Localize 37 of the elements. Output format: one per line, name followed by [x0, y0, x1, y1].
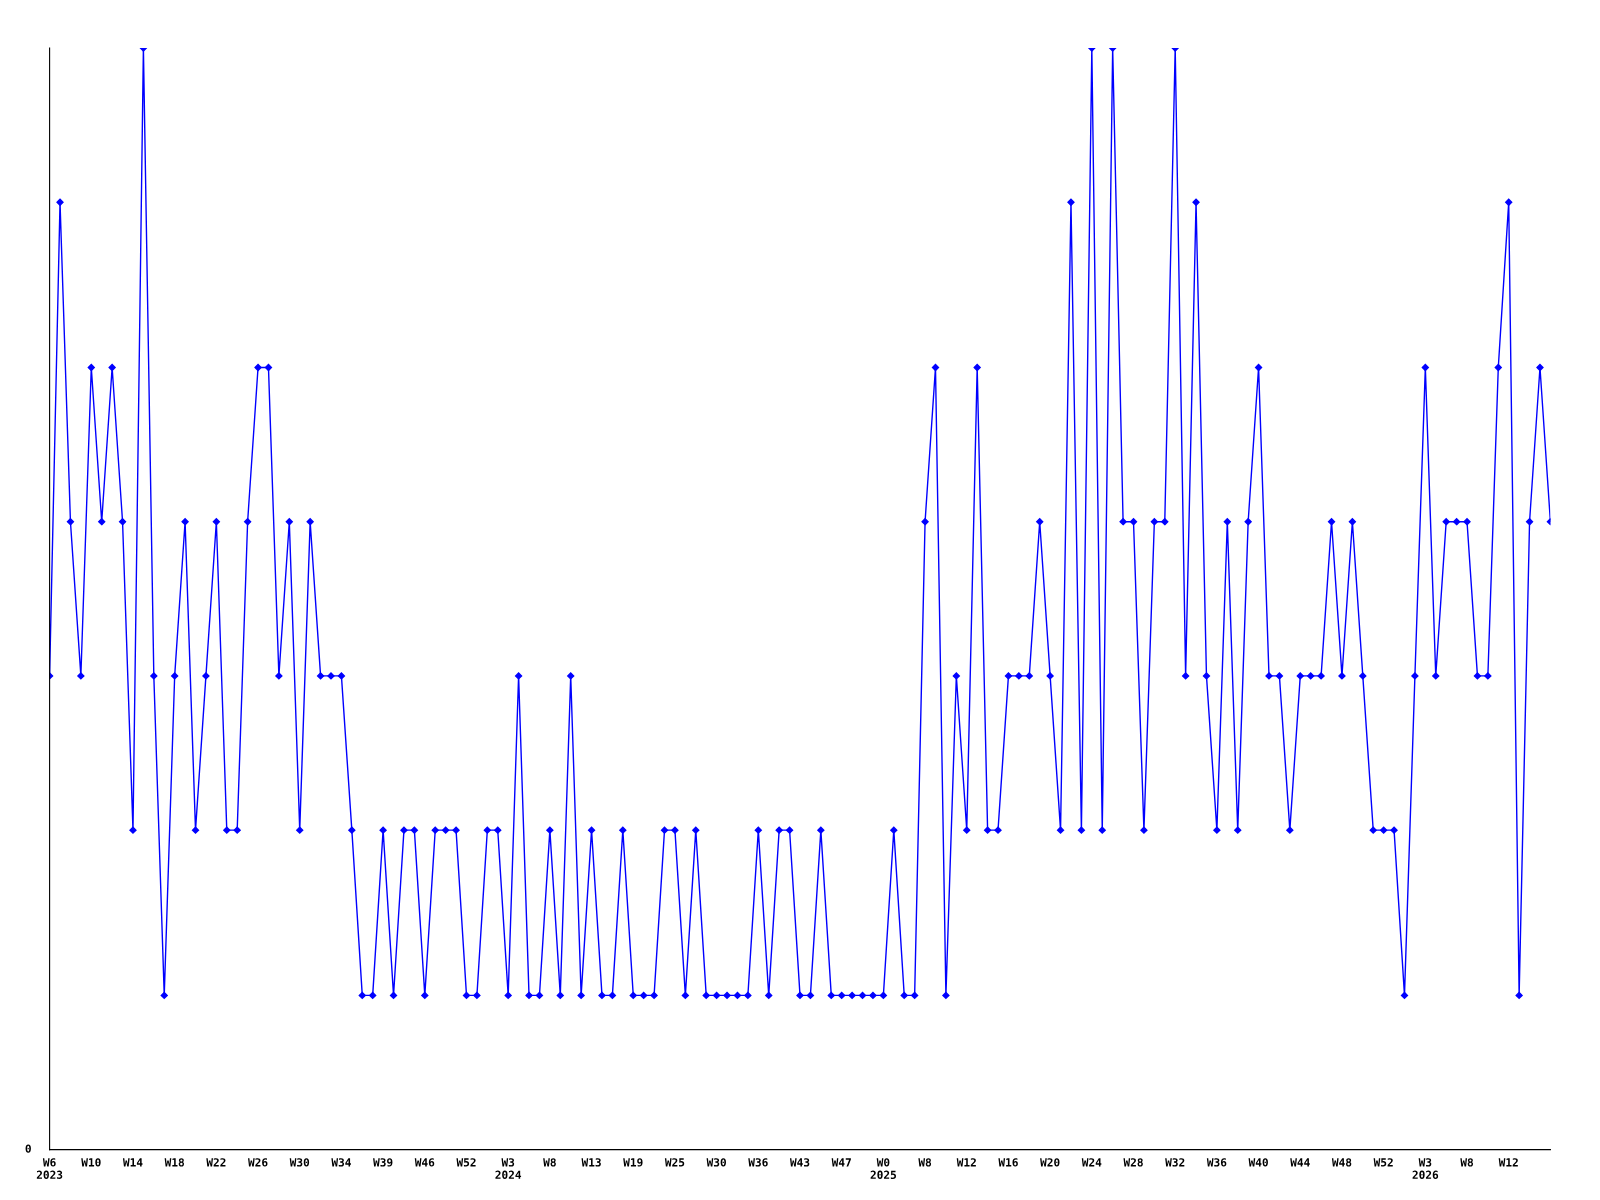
x-tick-label: W28: [1123, 1158, 1143, 1167]
x-tick-label: W48: [1331, 1158, 1352, 1167]
x-tick-label: W36: [1206, 1158, 1227, 1167]
x-tick-label: W39: [373, 1158, 393, 1167]
x-tick-label: W6 2023: [36, 1158, 63, 1179]
x-tick-label: W43: [789, 1158, 810, 1167]
x-tick-label: W52: [456, 1158, 476, 1167]
x-tick-label: W16: [998, 1158, 1018, 1167]
x-tick-label: W24: [1081, 1158, 1102, 1167]
x-tick-label: W25: [664, 1158, 685, 1167]
x-tick-label: W30: [706, 1158, 726, 1167]
x-tick-label: W8: [543, 1158, 556, 1167]
x-tick-label: W3 2024: [495, 1158, 522, 1179]
x-tick-label: W26: [248, 1158, 268, 1167]
x-tick-label: W12: [956, 1158, 976, 1167]
x-tick-label: W32: [1165, 1158, 1185, 1167]
text: 0: [25, 1144, 31, 1153]
x-tick-label: W36: [748, 1158, 768, 1167]
x-tick-label: W3 2026: [1412, 1158, 1439, 1179]
x-tick-label: W30: [289, 1158, 310, 1167]
x-tick-label: W8: [918, 1158, 932, 1167]
x-tick-label: W22: [206, 1158, 226, 1167]
x-tick-label: W14: [122, 1158, 143, 1167]
x-tick-label: W0 2025: [870, 1158, 896, 1179]
x-tick-label: W18: [164, 1158, 184, 1167]
x-tick-label: W13: [581, 1158, 601, 1167]
x-tick-label: W40: [1248, 1158, 1268, 1167]
x-tick-label: W44: [1290, 1158, 1310, 1167]
x-tick-label: W46: [414, 1158, 435, 1167]
x-tick-label: W19: [623, 1158, 643, 1167]
x-tick-label: W47: [831, 1158, 851, 1167]
x-tick-label: W10: [81, 1158, 101, 1167]
x-tick-label: W34: [331, 1158, 351, 1167]
x-tick-label: W20: [1040, 1158, 1060, 1167]
x-tick-label: W8: [1460, 1158, 1474, 1167]
x-tick-label: W12: [1498, 1158, 1518, 1167]
x-tick-label: W52: [1373, 1158, 1393, 1167]
